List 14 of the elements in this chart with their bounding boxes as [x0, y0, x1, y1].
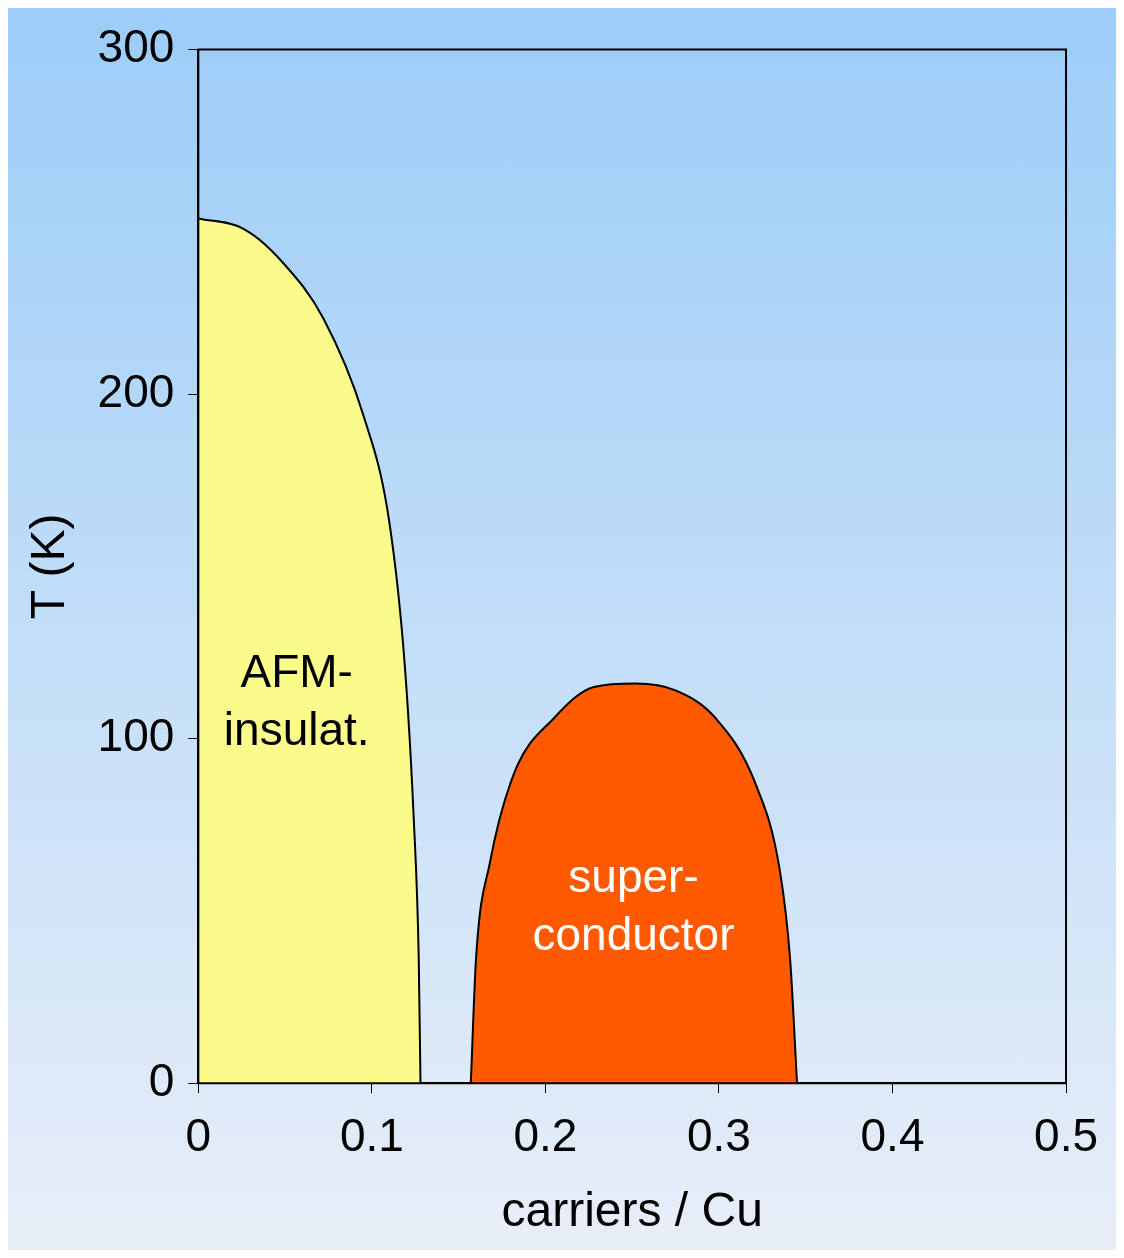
x-axis-title: carriers / Cu — [501, 1183, 763, 1237]
y-tick-label: 200 — [97, 364, 175, 417]
x-tick-label: 0.4 — [860, 1109, 925, 1162]
x-tick-label: 0.2 — [513, 1109, 578, 1162]
y-axis-title: T (K) — [21, 513, 75, 620]
x-tick-label: 0.3 — [686, 1109, 751, 1162]
x-tick-label: 0.5 — [1034, 1109, 1098, 1162]
y-tick-label: 0 — [148, 1053, 175, 1106]
annotation: AFM- insulat. — [223, 645, 370, 756]
annotation: super- conductor — [532, 850, 735, 961]
y-tick-label: 100 — [97, 709, 175, 762]
y-tick-label: 300 — [97, 20, 175, 73]
x-tick-label: 0.1 — [339, 1109, 404, 1162]
x-tick-label: 0 — [185, 1109, 212, 1162]
